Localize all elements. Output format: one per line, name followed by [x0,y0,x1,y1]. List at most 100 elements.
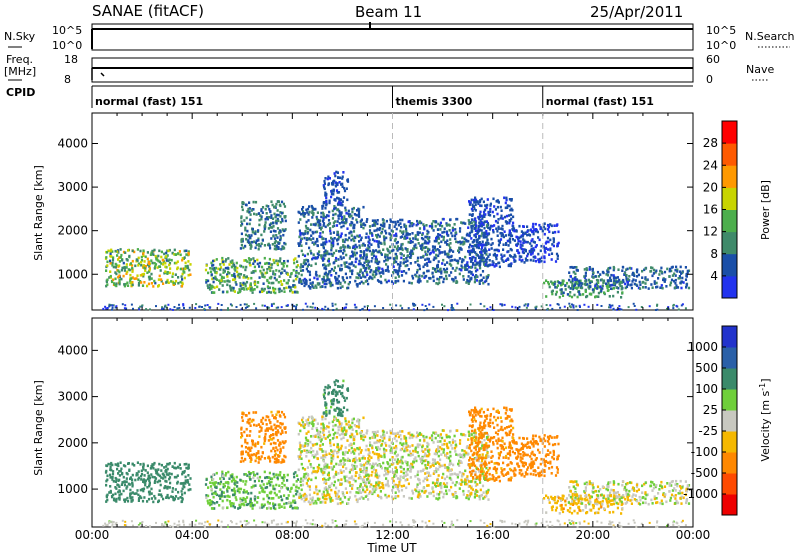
colorbar-swatch [722,253,737,277]
echo-cell [400,256,403,260]
echo-cell [318,489,321,493]
echo-cell [260,288,263,291]
echo-cell [170,258,173,262]
echo-cell [291,506,294,510]
echo-cell [365,270,368,274]
echo-cell [656,304,658,307]
echo-cell [337,264,340,268]
echo-cell [354,467,357,470]
echo-cell [607,282,610,285]
power-ylabel: Slant Range [km] [32,165,45,261]
echo-cell [323,282,326,285]
echo-cell [313,455,316,459]
echo-cell [406,259,409,263]
echo-cell [320,226,323,229]
echo-cell [339,447,343,450]
echo-cell [306,207,310,211]
echo-cell [131,473,134,477]
echo-cell [154,254,157,258]
echo-cell [166,487,169,490]
echo-cell [311,257,314,261]
echo-cell [247,470,251,474]
echo-cell [169,308,172,311]
echo-cell [270,214,273,217]
echo-cell [105,500,108,503]
echo-cell [165,465,168,468]
echo-cell [257,451,260,455]
echo-cell [333,205,336,208]
echo-cell [597,295,600,298]
echo-cell [241,434,244,438]
echo-cell [373,229,376,233]
echo-cell [244,498,247,501]
echo-cell [366,273,369,277]
echo-cell [370,231,373,235]
echo-cell [275,244,278,247]
echo-cell [648,305,651,308]
echo-cell [523,248,526,251]
echo-cell [236,266,239,270]
echo-cell [343,215,346,218]
echo-cell [230,475,233,478]
echo-cell [314,284,317,288]
echo-cell [318,432,321,436]
echo-cell [270,263,274,266]
echo-cell [547,281,550,284]
echo-cell [306,211,309,214]
echo-cell [500,227,503,230]
echo-cell [168,476,172,479]
echo-cell [323,263,326,266]
echo-cell [279,280,283,283]
echo-cell [551,282,554,285]
echo-cell [448,250,451,253]
echo-cell [323,182,326,186]
echo-cell [446,261,449,264]
echo-cell [578,304,581,307]
echo-cell [147,476,150,480]
echo-cell [351,255,354,258]
echo-cell [114,249,117,253]
echo-cell [268,427,271,430]
echo-cell [220,308,223,311]
echo-cell [678,276,682,280]
echo-cell [463,240,466,244]
echo-cell [481,243,484,246]
echo-cell [401,218,404,222]
echo-cell [256,285,259,289]
echo-cell [238,288,241,291]
echo-cell [330,466,333,469]
echo-cell [114,271,117,274]
echo-cell [321,450,324,453]
echo-cell [354,253,357,257]
echo-cell [414,261,417,264]
echo-cell [302,445,305,448]
echo-cell [249,424,252,427]
echo-cell [422,272,425,275]
echo-cell [298,457,301,460]
echo-cell [125,263,128,266]
echo-cell [277,424,280,428]
echo-cell [609,266,612,270]
echo-cell [306,484,310,488]
echo-cell [271,226,274,229]
echo-cell [563,305,566,308]
echo-cell [272,506,275,510]
echo-cell [442,267,445,271]
echo-cell [333,198,336,201]
echo-cell [137,307,140,310]
echo-cell [468,265,471,269]
echo-cell [422,254,425,258]
echo-cell [553,224,556,227]
echo-cell [186,266,190,270]
echo-cell [523,239,526,243]
echo-cell [394,276,397,280]
echo-cell [247,305,250,307]
echo-cell [328,280,331,284]
echo-cell [242,281,245,285]
echo-cell [675,304,678,307]
echo-cell [262,497,265,501]
echo-cell [149,308,151,311]
echo-cell [508,231,511,235]
echo-cell [144,479,147,482]
echo-cell [211,277,214,281]
